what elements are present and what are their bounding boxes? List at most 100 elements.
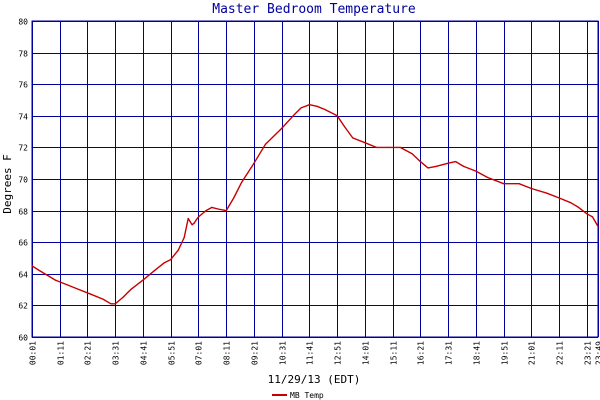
data-point	[486, 176, 488, 178]
data-point	[90, 293, 92, 295]
y-tick-label: 72	[18, 144, 28, 153]
series-layer	[31, 103, 599, 305]
y-tick-label: 66	[18, 239, 28, 248]
x-tick-label: 10:31	[279, 341, 288, 365]
data-point	[31, 265, 33, 267]
data-point	[114, 303, 116, 305]
x-axis-ticks: 00:01 01:11 02:21 03:31 04:41 05:51 07:01 08:11…	[29, 341, 600, 365]
data-point	[170, 259, 172, 261]
data-point	[197, 216, 200, 218]
data-point	[447, 162, 449, 164]
x-axis-label: 11/29/13 (EDT)	[268, 373, 361, 386]
data-point	[570, 202, 572, 204]
data-point	[66, 284, 68, 286]
grid	[31, 20, 599, 338]
data-point	[46, 274, 49, 276]
x-tick-label: 01:11	[57, 341, 66, 365]
data-point	[558, 197, 560, 199]
y-tick-label: 64	[18, 271, 28, 280]
data-point	[455, 161, 457, 163]
chart-title: Master Bedroom Temperature	[212, 2, 416, 17]
y-axis-label: Degrees F	[1, 154, 14, 214]
y-tick-label: 62	[18, 302, 28, 311]
x-tick-label: 04:41	[140, 341, 149, 365]
x-tick-label: 14:01	[362, 341, 371, 365]
data-point	[102, 298, 104, 300]
y-tick-label: 70	[18, 176, 28, 185]
data-point	[225, 210, 227, 212]
data-point	[300, 107, 302, 109]
data-point	[281, 127, 283, 129]
data-point	[435, 165, 437, 167]
data-point	[241, 181, 243, 183]
data-point	[427, 167, 429, 169]
data-point	[187, 217, 189, 220]
x-tick-label: 19:51	[501, 341, 510, 365]
data-point	[211, 206, 213, 208]
series-line-mb-temp	[31, 103, 599, 305]
data-point	[411, 153, 413, 155]
y-axis-ticks: 60 62 64 66 68 70 72 74 76 78 80	[18, 18, 28, 343]
legend: MB Temp	[272, 391, 324, 400]
data-point	[38, 270, 41, 272]
x-tick-label: 09:21	[251, 341, 260, 365]
y-tick-label: 68	[18, 208, 28, 217]
y-tick-label: 80	[18, 18, 28, 27]
data-point	[163, 262, 165, 264]
data-point	[578, 206, 580, 208]
legend-label: MB Temp	[290, 391, 324, 400]
x-tick-label: 03:31	[112, 341, 121, 365]
data-point	[352, 137, 354, 139]
x-tick-label: 02:21	[84, 341, 93, 365]
data-point	[195, 219, 197, 221]
y-tick-label: 78	[18, 50, 28, 59]
data-point	[463, 165, 465, 167]
x-tick-label: 18:41	[473, 341, 482, 365]
x-tick-label: 00:01	[29, 341, 38, 365]
data-point	[344, 126, 346, 128]
x-tick-label: 15:11	[390, 341, 399, 365]
x-tick-label: 11:41	[306, 341, 315, 365]
data-point	[110, 303, 112, 305]
data-point	[324, 108, 326, 111]
data-point	[253, 162, 255, 164]
data-point	[546, 192, 548, 194]
data-point	[264, 143, 267, 145]
data-point	[518, 183, 520, 185]
data-point	[530, 187, 533, 190]
data-point	[233, 197, 235, 199]
data-point	[336, 115, 338, 117]
x-tick-label: 17:31	[445, 341, 454, 365]
data-point	[475, 170, 477, 172]
data-point	[586, 213, 588, 215]
data-point	[142, 279, 144, 281]
data-point	[205, 210, 207, 212]
data-point	[292, 115, 294, 117]
data-point	[399, 146, 401, 148]
data-point	[387, 146, 389, 148]
data-point	[419, 161, 421, 163]
data-point	[122, 296, 124, 299]
y-tick-label: 74	[18, 113, 28, 122]
data-point	[153, 270, 156, 272]
x-tick-label: 05:51	[168, 341, 177, 365]
x-tick-label: 22:11	[556, 341, 565, 365]
data-point	[308, 104, 311, 106]
x-tick-label: 23:21	[584, 341, 593, 365]
data-point	[54, 279, 57, 281]
data-point	[364, 142, 366, 144]
data-point	[78, 289, 80, 291]
x-tick-label: 23:49	[595, 341, 600, 365]
y-tick-label: 76	[18, 81, 28, 90]
x-tick-label: 08:11	[223, 341, 232, 365]
x-tick-label: 16:21	[417, 341, 426, 365]
data-point	[130, 289, 132, 291]
data-point	[177, 249, 179, 251]
data-point	[183, 236, 185, 239]
data-point	[316, 105, 318, 107]
data-point	[503, 183, 505, 185]
x-tick-label: 21:01	[528, 341, 537, 365]
data-point	[191, 224, 193, 226]
